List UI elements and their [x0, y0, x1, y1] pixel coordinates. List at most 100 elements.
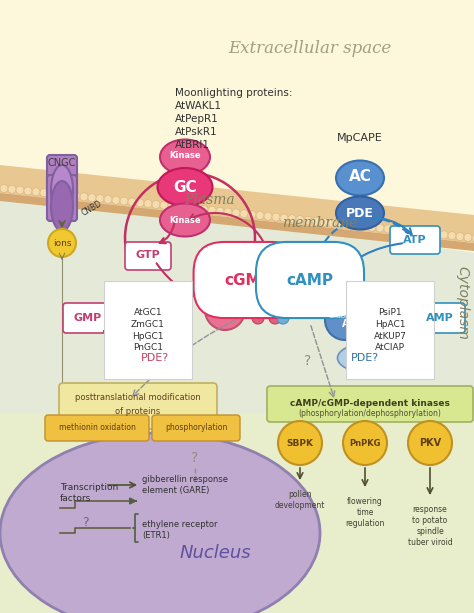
Circle shape: [262, 289, 274, 301]
Circle shape: [32, 188, 40, 196]
Circle shape: [88, 194, 96, 202]
Circle shape: [256, 211, 264, 219]
Text: posttranslational modification: posttranslational modification: [75, 394, 201, 403]
Circle shape: [416, 228, 424, 236]
Text: Nucleus: Nucleus: [179, 544, 251, 562]
Text: GMP: GMP: [74, 313, 102, 323]
Text: PKV: PKV: [419, 438, 441, 448]
Circle shape: [296, 216, 304, 224]
Circle shape: [392, 226, 400, 234]
Circle shape: [136, 199, 144, 207]
Circle shape: [352, 221, 360, 229]
Circle shape: [72, 192, 80, 200]
Text: cAMP/cGMP-dependent kinases: cAMP/cGMP-dependent kinases: [290, 398, 450, 408]
FancyBboxPatch shape: [415, 303, 465, 333]
Text: methionin oxidation: methionin oxidation: [59, 424, 136, 433]
Circle shape: [400, 227, 408, 235]
FancyBboxPatch shape: [125, 242, 171, 270]
FancyBboxPatch shape: [152, 415, 240, 441]
Circle shape: [269, 312, 281, 324]
Text: AtWAKL1: AtWAKL1: [175, 101, 222, 111]
Text: SBPK: SBPK: [286, 438, 313, 447]
Polygon shape: [0, 193, 474, 251]
Circle shape: [328, 219, 336, 227]
FancyBboxPatch shape: [47, 155, 77, 201]
Circle shape: [24, 187, 32, 195]
Text: ?: ?: [82, 517, 88, 530]
Circle shape: [248, 211, 256, 219]
Circle shape: [128, 198, 136, 206]
Text: PDE: PDE: [346, 207, 374, 219]
Text: pollen
development: pollen development: [275, 490, 325, 510]
Circle shape: [144, 200, 152, 208]
Circle shape: [277, 312, 289, 324]
Text: ?: ?: [191, 451, 199, 465]
Text: ?: ?: [304, 354, 311, 368]
Text: CNGC: CNGC: [48, 158, 76, 168]
Ellipse shape: [336, 197, 384, 229]
Text: membrane: membrane: [283, 216, 358, 230]
Ellipse shape: [157, 168, 212, 206]
Circle shape: [208, 207, 216, 215]
Text: Transcription
factors: Transcription factors: [60, 483, 118, 503]
Text: Cytoplasm: Cytoplasm: [455, 266, 469, 340]
Circle shape: [192, 205, 200, 213]
Circle shape: [96, 194, 104, 202]
Text: ions: ions: [53, 238, 71, 248]
Circle shape: [368, 223, 376, 231]
Circle shape: [384, 225, 392, 233]
Text: cAMP: cAMP: [286, 273, 334, 287]
Circle shape: [279, 287, 291, 299]
Text: AC: AC: [342, 319, 356, 329]
Circle shape: [48, 189, 56, 197]
Circle shape: [160, 201, 168, 209]
Circle shape: [320, 218, 328, 226]
Text: Moonlighting proteins:: Moonlighting proteins:: [175, 88, 292, 98]
Polygon shape: [0, 0, 474, 218]
Text: GTP: GTP: [136, 250, 160, 260]
Ellipse shape: [51, 165, 73, 215]
Circle shape: [456, 232, 464, 240]
Circle shape: [259, 302, 271, 314]
Ellipse shape: [128, 344, 182, 372]
Circle shape: [325, 300, 365, 340]
Text: AtBRI1: AtBRI1: [175, 140, 210, 150]
Polygon shape: [0, 0, 474, 253]
Circle shape: [216, 207, 224, 215]
Text: PDE?: PDE?: [141, 353, 169, 363]
Text: CNBD: CNBD: [80, 199, 103, 218]
Circle shape: [240, 210, 248, 218]
Text: of proteins: of proteins: [115, 406, 161, 416]
Circle shape: [360, 223, 368, 230]
Text: AtGC1
ZmGC1
HpGC1
PnGC1: AtGC1 ZmGC1 HpGC1 PnGC1: [131, 308, 165, 352]
Circle shape: [424, 229, 432, 237]
Circle shape: [48, 229, 76, 257]
Circle shape: [184, 204, 192, 212]
Text: MpCAPE: MpCAPE: [337, 133, 383, 143]
Circle shape: [288, 215, 296, 223]
Ellipse shape: [51, 181, 73, 231]
Circle shape: [304, 216, 312, 224]
Circle shape: [64, 191, 72, 199]
Circle shape: [56, 190, 64, 199]
Ellipse shape: [160, 204, 210, 237]
Circle shape: [274, 299, 286, 311]
Text: Extracellular space: Extracellular space: [228, 39, 392, 56]
FancyBboxPatch shape: [47, 175, 77, 221]
Text: response
to potato
spindle
tuber viroid: response to potato spindle tuber viroid: [408, 505, 452, 547]
Text: cGMP: cGMP: [224, 273, 272, 287]
Circle shape: [264, 212, 272, 220]
Text: PsiP1
HpAC1
AtKUP7
AtClAP: PsiP1 HpAC1 AtKUP7 AtClAP: [374, 308, 406, 352]
Circle shape: [343, 421, 387, 465]
Text: AtPepR1: AtPepR1: [175, 114, 219, 124]
Circle shape: [336, 220, 344, 228]
Circle shape: [344, 221, 352, 229]
Text: flowering
time
regulation: flowering time regulation: [346, 497, 385, 528]
Polygon shape: [0, 165, 474, 243]
Circle shape: [80, 193, 88, 201]
Circle shape: [432, 230, 440, 238]
Circle shape: [16, 186, 24, 194]
Circle shape: [168, 202, 176, 210]
Ellipse shape: [336, 161, 384, 196]
Ellipse shape: [160, 140, 210, 175]
